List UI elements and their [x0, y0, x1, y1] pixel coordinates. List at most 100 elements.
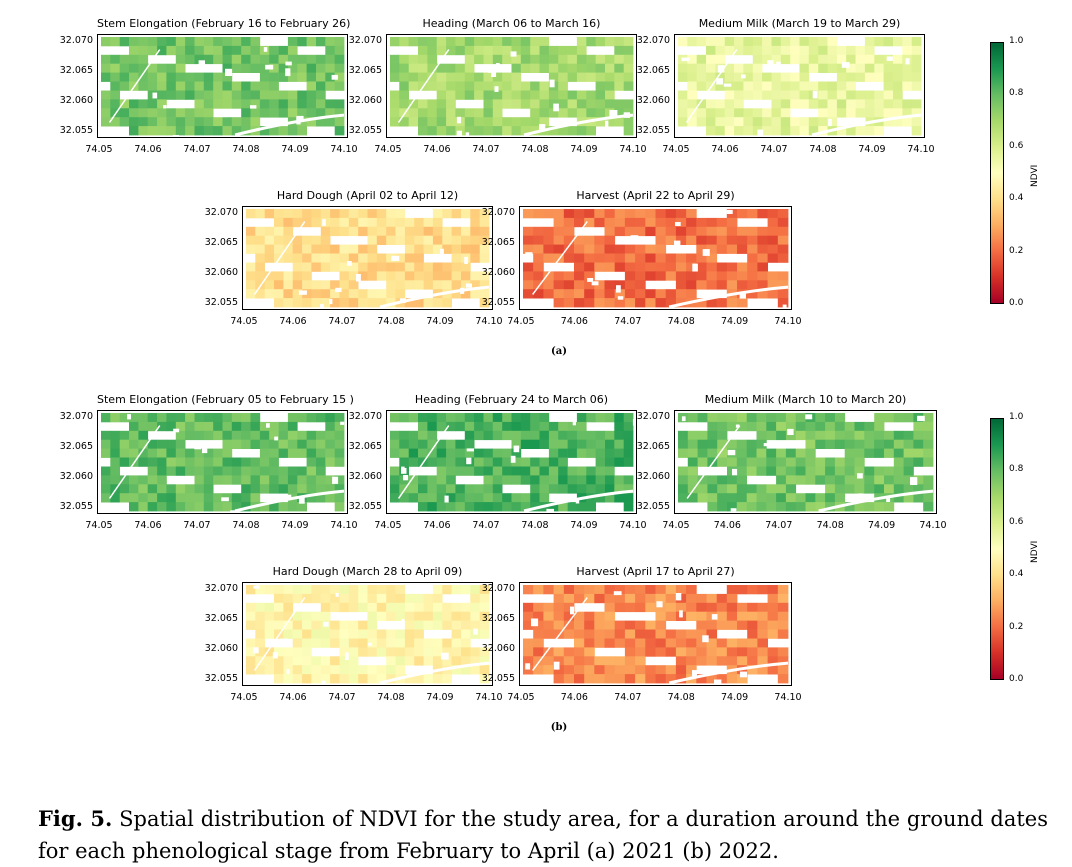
ndvi-field-cell — [553, 611, 565, 621]
ndvi-field-cell — [533, 620, 544, 630]
ndvi-field-cell — [645, 638, 656, 648]
ndvi-field-cell — [414, 620, 424, 630]
ndvi-field-cell — [715, 72, 726, 82]
ndvi-field-cell — [696, 629, 707, 639]
ndvi-field-cell — [461, 602, 471, 613]
ndvi-field-cell — [427, 63, 438, 73]
ndvi-field-cell — [427, 502, 438, 512]
x-tick-label: 74.05 — [507, 692, 535, 703]
ndvi-field-cell — [511, 466, 522, 476]
ndvi-field-cell — [302, 298, 312, 308]
x-tick-label: 74.05 — [374, 144, 402, 155]
no-data-patch — [302, 427, 308, 431]
no-data-patch — [194, 442, 201, 450]
ndvi-field-cell — [101, 63, 111, 73]
ndvi-field-cell — [483, 475, 494, 485]
ndvi-field-cell — [264, 289, 275, 299]
map-panel — [386, 34, 637, 138]
ndvi-field-cell — [259, 63, 270, 73]
ndvi-field-cell — [736, 448, 747, 458]
no-data-patch — [675, 593, 682, 601]
ndvi-field-cell — [586, 502, 596, 512]
ndvi-field-cell — [330, 226, 340, 237]
ndvi-field-cell — [780, 99, 791, 109]
ndvi-field-cell — [595, 81, 606, 91]
ndvi-field-cell — [264, 271, 275, 281]
ndvi-field-cell — [795, 457, 806, 467]
no-data-patch — [591, 281, 599, 286]
ndvi-field-cell — [696, 37, 707, 47]
ndvi-field-cell — [203, 484, 214, 494]
ndvi-field-cell — [455, 63, 466, 73]
ndvi-field-cell — [395, 289, 406, 299]
ndvi-field-cell — [805, 439, 816, 449]
no-data-patch — [656, 601, 663, 608]
ndvi-field-cell — [414, 674, 424, 684]
ndvi-field-cell — [716, 280, 728, 290]
ndvi-field-cell — [436, 457, 447, 467]
ndvi-field-cell — [325, 72, 335, 82]
ndvi-field-cell — [292, 253, 303, 263]
ndvi-field-cell — [624, 209, 636, 219]
ndvi-field-cell — [287, 99, 298, 109]
ndvi-field-cell — [825, 457, 836, 467]
y-tick-label: 32.060 — [204, 643, 238, 654]
ndvi-field-cell — [348, 262, 359, 272]
ndvi-field-cell — [194, 421, 205, 432]
ndvi-field-cell — [605, 81, 615, 91]
ndvi-field-cell — [539, 45, 550, 56]
ndvi-field-cell — [464, 54, 475, 65]
ndvi-field-cell — [724, 72, 735, 82]
ndvi-field-cell — [736, 413, 747, 423]
ndvi-field-cell — [584, 217, 595, 228]
ndvi-field-cell — [297, 72, 307, 82]
no-data-patch — [805, 414, 813, 420]
ndvi-field-cell — [194, 99, 205, 109]
x-tick-label: 74.06 — [134, 520, 162, 531]
ndvi-field-cell — [241, 54, 251, 65]
ndvi-field-cell — [292, 620, 303, 630]
map-frame — [97, 34, 348, 138]
ndvi-field-cell — [762, 126, 772, 136]
panel-title: Harvest (April 17 to April 27) — [576, 565, 735, 578]
ndvi-field-cell — [548, 502, 559, 512]
ndvi-field-cell — [678, 90, 688, 100]
ndvi-field-cell — [138, 502, 149, 512]
ndvi-field-cell — [818, 99, 828, 109]
no-data-patch — [549, 79, 555, 88]
ndvi-field-cell — [250, 37, 261, 47]
ndvi-field-cell — [157, 45, 167, 56]
no-data-patch — [220, 112, 228, 118]
ndvi-field-cell — [530, 126, 540, 136]
ndvi-field-cell — [777, 647, 789, 657]
ndvi-field-cell — [567, 99, 578, 109]
ndvi-field-cell — [269, 439, 279, 449]
ndvi-field-cell — [166, 45, 177, 56]
ndvi-field-cell — [325, 475, 335, 485]
ndvi-field-cell — [574, 280, 585, 290]
ndvi-field-cell — [399, 117, 409, 127]
ndvi-field-cell — [483, 54, 494, 65]
ndvi-field-cell — [269, 81, 279, 91]
ndvi-field-cell — [747, 280, 758, 290]
ndvi-field-cell — [483, 493, 494, 503]
ndvi-field-cell — [530, 493, 540, 503]
ndvi-field-cell — [687, 439, 698, 449]
ndvi-field-cell — [533, 629, 544, 639]
ndvi-field-cell — [776, 493, 787, 503]
ndvi-field-cell — [780, 81, 791, 91]
ndvi-field-cell — [706, 674, 718, 684]
ndvi-field-cell — [716, 602, 728, 613]
ndvi-field-cell — [129, 63, 139, 73]
ndvi-field-cell — [474, 457, 484, 467]
ndvi-field-cell — [696, 656, 707, 666]
map-frame — [386, 34, 637, 138]
panel-title: Medium Milk (March 19 to March 29) — [698, 17, 901, 30]
ndvi-field-cell — [274, 656, 284, 666]
ndvi-field-cell — [511, 72, 522, 82]
no-data-patch — [681, 57, 690, 62]
ndvi-field-cell — [222, 72, 233, 82]
ndvi-field-cell — [756, 448, 767, 458]
ndvi-field-cell — [604, 638, 616, 648]
ndvi-field-cell — [464, 72, 475, 82]
